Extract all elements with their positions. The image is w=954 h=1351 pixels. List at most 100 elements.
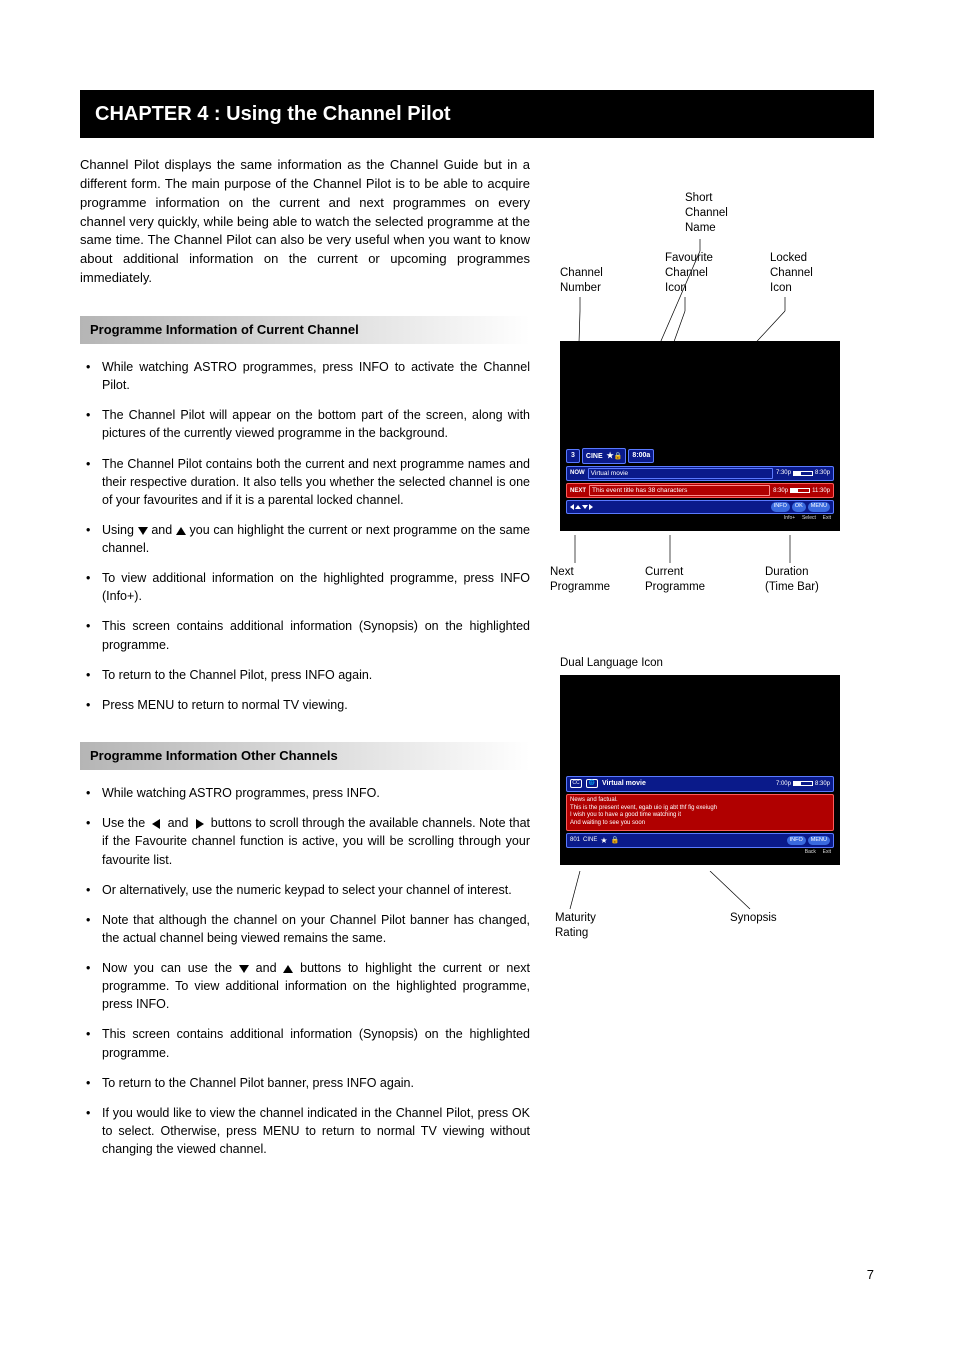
synopsis-line: And waiting to see you soon [570,820,830,828]
left-column: Channel Pilot displays the same informat… [80,156,530,1186]
synopsis-line: I wish you to have a good time watching … [570,812,830,820]
page-number: 7 [80,1266,874,1284]
sub-exit: Exit [823,515,831,522]
arrow-left-icon [570,504,574,510]
triangle-down-icon [138,527,148,535]
menu-button-icon: MENU [808,502,830,512]
bullet-item: To view additional information on the hi… [80,569,530,605]
bullet-item: If you would like to view the channel in… [80,1104,530,1158]
content-row: Channel Pilot displays the same informat… [80,156,874,1186]
cc-icon: CC [570,779,582,788]
info-top-row: CC 🌐 Virtual movie 7:00p 8:30p [566,776,834,792]
info-button-icon: INFO [787,836,806,846]
now-row: NOW Virtual movie 7:30p 8:30p [566,466,834,481]
bullet-item: This screen contains additional informat… [80,1025,530,1061]
section2-header: Programme Information Other Channels [80,742,530,770]
next-row: NEXT This event title has 38 characters … [566,483,834,498]
triangle-right-icon [196,819,204,829]
now-tag: NOW [570,469,585,477]
arrow-up-icon [575,505,581,509]
info-end: 8:30p [815,780,830,788]
now-start: 7:30p [776,469,791,477]
synopsis-box: News and factual. This is the present ev… [566,794,834,831]
label-dual-language: Dual Language Icon [560,655,874,671]
sub-exit: Exit [823,849,831,856]
bullet-item: The Channel Pilot contains both the curr… [80,455,530,509]
bullet-item: Note that although the channel on your C… [80,911,530,947]
sub-select: Select [802,515,816,522]
info-title: Virtual movie [602,779,772,789]
label-locked-icon: LockedChannelIcon [770,251,813,296]
now-times: 7:30p 8:30p [776,469,830,477]
label-current-programme: CurrentProgramme [645,565,705,595]
channel-name-text: CINE [586,453,603,460]
label-duration: Duration(Time Bar) [765,565,819,595]
bullet-item: To return to the Channel Pilot banner, p… [80,1074,530,1092]
button-group: INFO MENU [787,836,830,846]
intro-paragraph: Channel Pilot displays the same informat… [80,156,530,288]
rating-text: 801 [570,836,580,844]
triangle-up-icon [283,965,293,973]
sub-info: Info+ [784,515,795,522]
chapter-header: CHAPTER 4 : Using the Channel Pilot [80,90,874,138]
callout-lines-diag2 [560,871,840,941]
label-channel-number: ChannelNumber [560,266,603,296]
section1-bullets: While watching ASTRO programmes, press I… [80,358,530,714]
bullet-item: This screen contains additional informat… [80,617,530,653]
right-column: ShortChannelName ChannelNumber Favourite… [560,156,874,1186]
info-start: 7:00p [776,780,791,788]
triangle-up-icon [176,527,186,535]
info-bottom-row: 801 CINE ★ 🔒 INFO MENU [566,833,834,848]
next-times: 8:30p 11:30p [773,487,830,495]
triangle-left-icon [152,819,160,829]
channel-name-box: CINE ★🔒 [582,448,627,464]
globe-icon: 🌐 [586,779,598,788]
bullet-item: While watching ASTRO programmes, press I… [80,358,530,394]
banner-bottom: INFO OK MENU [566,500,834,514]
label-next-programme: NextProgramme [550,565,610,595]
ok-button-icon: OK [792,502,806,512]
now-end: 8:30p [815,469,830,477]
tv-frame: 3 CINE ★🔒 8:00a NOW Virtual movie 7:30p [560,341,840,531]
timebar-icon [790,488,810,493]
button-sublabels: Back Exit [566,849,834,856]
bullet-item: Use the and buttons to scroll through th… [80,814,530,868]
star-icon: ★ [600,835,607,846]
next-end: 11:30p [812,487,830,495]
label-maturity-rating: MaturityRating [555,911,596,941]
bullet-item: Press MENU to return to normal TV viewin… [80,696,530,714]
nav-arrows [570,504,593,510]
tv-frame-synopsis: CC 🌐 Virtual movie 7:00p 8:30p News and … [560,675,840,865]
label-favourite-icon: FavouriteChannelIcon [665,251,713,296]
section2-bullets: While watching ASTRO programmes, press I… [80,784,530,1158]
rating-box: 801 CINE ★ 🔒 [570,835,619,846]
info-button-icon: INFO [771,502,790,512]
pilot-banner: 3 CINE ★🔒 8:00a NOW Virtual movie 7:30p [566,448,834,522]
info-banner: CC 🌐 Virtual movie 7:00p 8:30p News and … [566,776,834,856]
bullet-item: Using and you can highlight the current … [80,521,530,557]
star-icon: ★ [607,451,614,460]
next-tag: NEXT [570,487,586,495]
arrow-down-icon [582,505,588,509]
bullet-item: The Channel Pilot will appear on the bot… [80,406,530,442]
channel-number-box: 3 [566,449,580,463]
bullet-item: Now you can use the and buttons to highl… [80,959,530,1013]
info-times: 7:00p 8:30p [776,780,830,788]
triangle-down-icon [239,965,249,973]
next-title: This event title has 38 characters [589,485,770,496]
ch-name-text: CINE [583,836,597,844]
clock-box: 8:00a [628,449,654,463]
button-group: INFO OK MENU [771,502,830,512]
synopsis-line: News and factual. [570,797,830,805]
bullet-item: While watching ASTRO programmes, press I… [80,784,530,802]
button-sublabels: Info+ Select Exit [566,515,834,522]
next-start: 8:30p [773,487,788,495]
diagram-channel-pilot: ShortChannelName ChannelNumber Favourite… [560,211,874,595]
now-title: Virtual movie [588,468,773,479]
sub-back: Back [805,849,816,856]
lock-icon: 🔒 [611,836,620,846]
lock-icon: 🔒 [614,453,623,460]
label-short-channel-name: ShortChannelName [685,191,728,236]
label-synopsis: Synopsis [730,911,777,926]
bullet-item: Or alternatively, use the numeric keypad… [80,881,530,899]
